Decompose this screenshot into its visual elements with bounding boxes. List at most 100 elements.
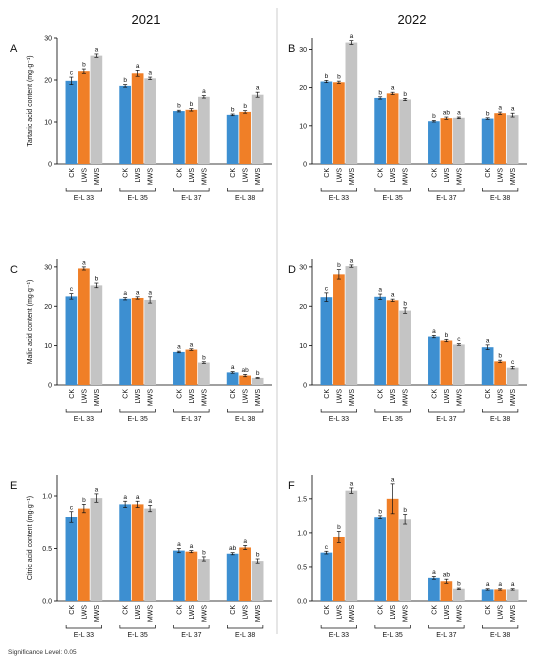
y-tick-label: 1.0 [42, 494, 52, 501]
category-label: E-L 38 [490, 416, 510, 423]
series-tick-label: MWS [456, 605, 463, 622]
series-tick-label: LWS [81, 168, 88, 183]
y-tick-label: 30 [44, 264, 52, 271]
series-tick-label: MWS [456, 168, 463, 185]
panel-d: D 0 10 20 30 c CK b LWS a MWS E-L 33 a CK a LWS b MWS E-L … [288, 257, 527, 423]
series-tick-label: CK [431, 605, 438, 615]
series-tick-label: MWS [349, 168, 356, 185]
significance-letter: b [337, 262, 341, 269]
bar-ck [374, 97, 386, 164]
bar-mws [251, 377, 264, 385]
bar-ck [65, 80, 78, 164]
category-label: E-L 37 [181, 416, 201, 423]
y-tick-label: 20 [299, 304, 307, 311]
category-label: E-L 33 [329, 195, 349, 202]
series-tick-label: LWS [390, 605, 397, 620]
category-bracket [428, 188, 465, 192]
significance-letter: b [403, 507, 407, 514]
y-tick-label: 30 [299, 264, 307, 271]
series-tick-label: CK [324, 168, 331, 178]
series-tick-label: CK [378, 605, 385, 615]
bar-lws [131, 73, 144, 164]
series-tick-label: MWS [403, 168, 410, 185]
series-tick-label: MWS [403, 605, 410, 622]
series-tick-label: CK [123, 168, 130, 178]
bar-lws [494, 113, 506, 164]
significance-letter: a [350, 257, 354, 264]
significance-letter: a [123, 290, 127, 297]
significance-letter: a [136, 494, 140, 501]
bar-ck [428, 121, 440, 164]
series-tick-label: CK [485, 389, 492, 399]
bar-mws [345, 42, 358, 164]
bar-ck [173, 351, 185, 385]
series-tick-label: CK [230, 168, 237, 178]
series-tick-label: LWS [444, 389, 451, 404]
significance-letter: a [177, 344, 181, 351]
series-tick-label: LWS [498, 605, 505, 620]
series-tick-label: MWS [456, 389, 463, 406]
bar-lws [494, 589, 506, 601]
significance-letter: b [378, 89, 382, 96]
significance-letter: a [457, 110, 461, 117]
bar-mws [251, 94, 264, 164]
series-tick-label: CK [230, 389, 237, 399]
panel-e: E 0.0 0.5 1.0 Citric acid content (mg·g⁻¹) c C… [10, 475, 272, 639]
series-tick-label: MWS [201, 605, 208, 622]
bar-mws [345, 490, 358, 601]
series-tick-label: CK [176, 168, 183, 178]
significance-letter: c [70, 504, 74, 511]
panel-letter: A [10, 43, 18, 55]
series-tick-label: MWS [255, 605, 262, 622]
y-tick-label: 0 [48, 162, 52, 169]
significance-letter: b [403, 91, 407, 98]
series-tick-label: LWS [390, 389, 397, 404]
category-bracket [227, 625, 264, 629]
category-bracket [428, 625, 465, 629]
bar-lws [386, 498, 399, 601]
category-label: E-L 37 [436, 416, 456, 423]
significance-letter: b [403, 300, 407, 307]
bar-lws [440, 340, 453, 385]
significance-letter: a [202, 88, 206, 95]
panel-letter: D [288, 264, 296, 276]
category-bracket [65, 625, 102, 629]
significance-letter: b [457, 581, 461, 588]
category-bracket [119, 188, 156, 192]
category-label: E-L 35 [127, 416, 147, 423]
y-tick-label: 1.5 [297, 496, 307, 503]
bar-mws [90, 498, 103, 601]
significance-letter: a [486, 337, 490, 344]
bar-lws [78, 71, 90, 164]
series-tick-label: LWS [189, 605, 196, 620]
bar-mws [144, 299, 156, 385]
bar-ck [173, 550, 185, 601]
significance-letter: a [391, 85, 395, 92]
category-bracket [173, 625, 210, 629]
significance-letter: a [350, 480, 354, 487]
y-axis-label: Citric acid content (mg·g⁻¹) [27, 496, 34, 580]
series-tick-label: LWS [81, 605, 88, 620]
series-tick-label: LWS [189, 389, 196, 404]
series-tick-label: LWS [135, 605, 142, 620]
significance-letter: b [95, 276, 99, 283]
bar-ck [65, 296, 78, 385]
series-tick-label: CK [431, 389, 438, 399]
significance-letter: b [256, 370, 260, 377]
y-tick-label: 10 [299, 343, 307, 350]
y-tick-label: 20 [299, 85, 307, 92]
category-bracket [482, 625, 519, 629]
series-tick-label: MWS [94, 389, 101, 406]
significance-letter: a [498, 105, 502, 112]
panel-a: A 0 10 20 30 Tartaric acid content (mg·g⁻¹) c C… [10, 36, 272, 202]
y-tick-label: 0 [303, 162, 307, 169]
significance-letter: a [136, 63, 140, 70]
series-tick-label: CK [324, 605, 331, 615]
category-label: E-L 33 [329, 416, 349, 423]
category-label: E-L 38 [235, 195, 255, 202]
significance-letter: b [325, 73, 329, 80]
bar-ck [320, 297, 333, 385]
significance-letter: a [486, 581, 490, 588]
